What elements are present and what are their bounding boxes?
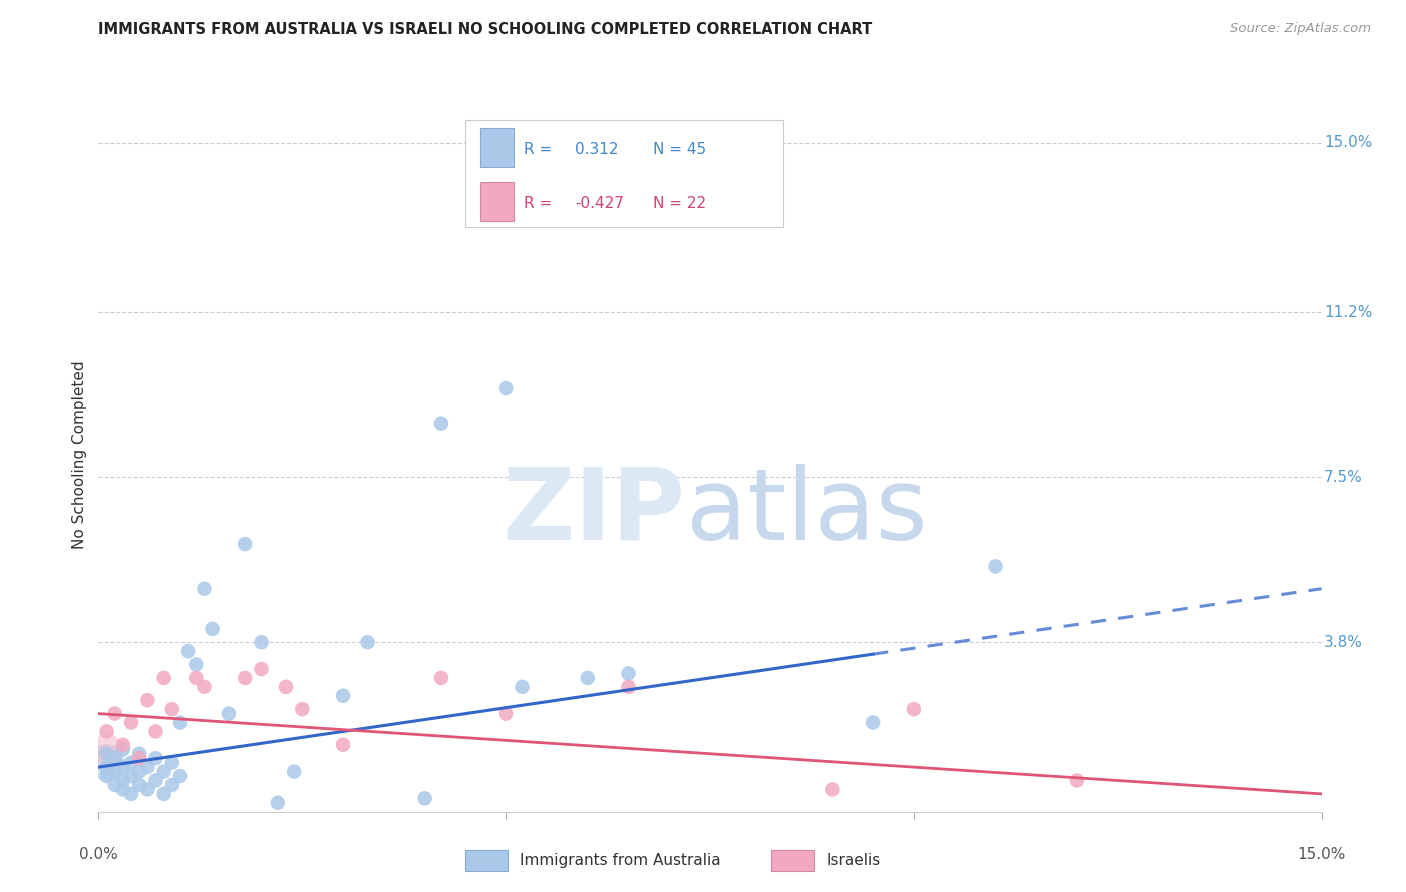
Point bbox=[96, 747, 118, 761]
Point bbox=[495, 706, 517, 721]
Point bbox=[136, 693, 159, 707]
Text: 15.0%: 15.0% bbox=[1324, 136, 1372, 150]
Point bbox=[512, 680, 534, 694]
Point bbox=[332, 738, 354, 752]
Point bbox=[111, 742, 134, 756]
Point bbox=[903, 702, 925, 716]
Point bbox=[128, 747, 150, 761]
Point bbox=[120, 769, 142, 783]
Text: R =: R = bbox=[524, 195, 557, 211]
Text: R =: R = bbox=[524, 142, 557, 157]
Text: Israelis: Israelis bbox=[827, 853, 880, 868]
Point bbox=[617, 666, 640, 681]
Text: 11.2%: 11.2% bbox=[1324, 305, 1372, 319]
Point bbox=[821, 782, 844, 797]
Point bbox=[104, 706, 127, 721]
Point bbox=[193, 582, 215, 596]
Point bbox=[111, 760, 134, 774]
Point bbox=[120, 787, 142, 801]
Text: 0.0%: 0.0% bbox=[79, 847, 118, 863]
Point bbox=[267, 796, 290, 810]
Point bbox=[145, 751, 167, 765]
Point bbox=[104, 778, 127, 792]
Point bbox=[356, 635, 378, 649]
Y-axis label: No Schooling Completed: No Schooling Completed bbox=[72, 360, 87, 549]
Point bbox=[984, 559, 1007, 574]
Point bbox=[1066, 773, 1088, 788]
Point bbox=[145, 773, 167, 788]
Point bbox=[120, 715, 142, 730]
FancyBboxPatch shape bbox=[465, 120, 783, 227]
Point bbox=[136, 760, 159, 774]
Point bbox=[332, 689, 354, 703]
Bar bbox=[772, 849, 814, 871]
Point bbox=[111, 773, 134, 788]
Text: -0.427: -0.427 bbox=[575, 195, 624, 211]
Point bbox=[250, 635, 273, 649]
Point bbox=[111, 782, 134, 797]
Point bbox=[96, 760, 118, 774]
Point bbox=[250, 662, 273, 676]
Point bbox=[169, 769, 191, 783]
Text: N = 22: N = 22 bbox=[652, 195, 706, 211]
Point bbox=[152, 787, 174, 801]
Text: Immigrants from Australia: Immigrants from Australia bbox=[520, 853, 721, 868]
Point bbox=[104, 751, 127, 765]
Bar bbox=[479, 182, 515, 221]
Point bbox=[218, 706, 240, 721]
Point bbox=[177, 644, 200, 658]
Point bbox=[160, 756, 183, 770]
Point bbox=[169, 715, 191, 730]
Text: 3.8%: 3.8% bbox=[1324, 635, 1362, 649]
Point bbox=[128, 764, 150, 779]
Text: 15.0%: 15.0% bbox=[1298, 847, 1346, 863]
Text: IMMIGRANTS FROM AUSTRALIA VS ISRAELI NO SCHOOLING COMPLETED CORRELATION CHART: IMMIGRANTS FROM AUSTRALIA VS ISRAELI NO … bbox=[98, 22, 873, 37]
Bar bbox=[465, 849, 508, 871]
Point bbox=[160, 702, 183, 716]
Point bbox=[186, 671, 208, 685]
Point bbox=[617, 680, 640, 694]
Point bbox=[136, 782, 159, 797]
Point bbox=[291, 702, 314, 716]
Point bbox=[104, 764, 127, 779]
Point bbox=[96, 769, 118, 783]
Point bbox=[96, 742, 118, 756]
Point bbox=[233, 537, 256, 551]
Point bbox=[152, 764, 174, 779]
Text: N = 45: N = 45 bbox=[652, 142, 706, 157]
Point bbox=[274, 680, 297, 694]
Bar bbox=[479, 128, 515, 168]
Text: 0.312: 0.312 bbox=[575, 142, 619, 157]
Point bbox=[160, 778, 183, 792]
Point bbox=[862, 715, 884, 730]
Point bbox=[128, 778, 150, 792]
Point bbox=[283, 764, 305, 779]
Text: ZIP: ZIP bbox=[503, 464, 686, 560]
Point bbox=[193, 680, 215, 694]
Point bbox=[128, 751, 150, 765]
Text: 7.5%: 7.5% bbox=[1324, 470, 1362, 484]
Point bbox=[120, 756, 142, 770]
Point bbox=[96, 724, 118, 739]
Text: atlas: atlas bbox=[686, 464, 927, 560]
Point bbox=[201, 622, 224, 636]
Point bbox=[413, 791, 436, 805]
Point bbox=[111, 738, 134, 752]
Point bbox=[430, 671, 453, 685]
Text: Source: ZipAtlas.com: Source: ZipAtlas.com bbox=[1230, 22, 1371, 36]
Point bbox=[152, 671, 174, 685]
Point bbox=[495, 381, 517, 395]
Point bbox=[576, 671, 599, 685]
Point bbox=[186, 657, 208, 672]
Point bbox=[145, 724, 167, 739]
Point bbox=[233, 671, 256, 685]
Point bbox=[430, 417, 453, 431]
Point bbox=[96, 756, 118, 770]
